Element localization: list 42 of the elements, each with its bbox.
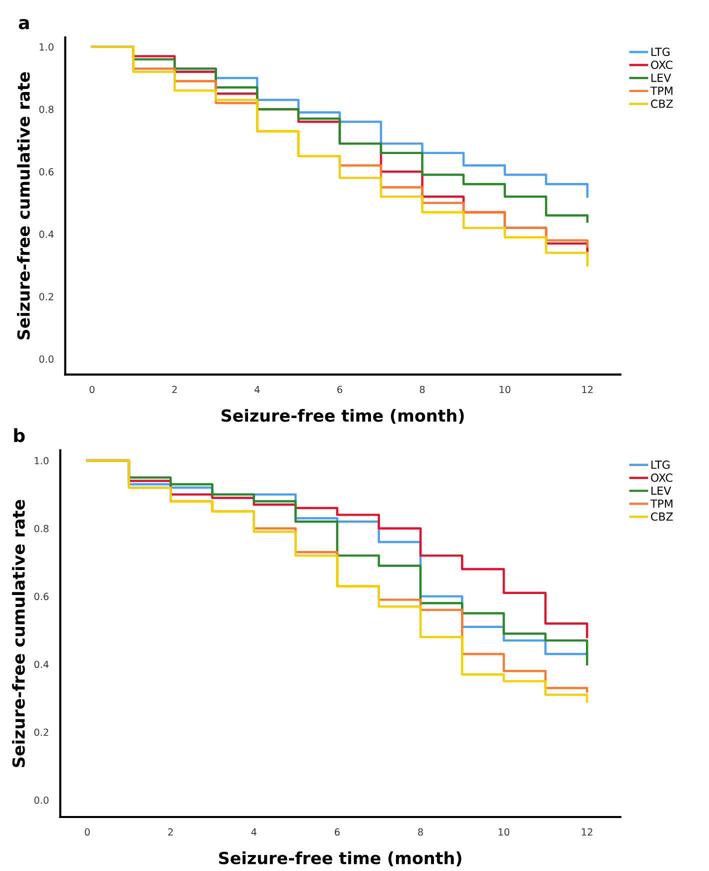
legend-label: LEV (651, 74, 672, 82)
y-tick-label: 0.6 (39, 168, 54, 176)
y-tick-label: 0.8 (34, 524, 48, 532)
legend-label: LEV (651, 486, 672, 495)
x-tick-label: 2 (172, 386, 177, 394)
x-tick-label: 0 (84, 828, 90, 836)
y-tick-label: 1.0 (34, 456, 49, 464)
y-tick-label: 0.2 (39, 292, 54, 300)
x-tick-label: 6 (337, 386, 342, 394)
y-axis-title: Seizure-free cumulative rate (16, 72, 30, 340)
legend-label: OXC (651, 473, 672, 482)
x-tick-label: 4 (254, 386, 260, 394)
x-tick-label: 12 (582, 828, 592, 836)
x-tick-label: 6 (334, 828, 340, 836)
y-tick-label: 0.2 (34, 728, 48, 736)
legend-label: OXC (651, 60, 672, 70)
chart-title: b (14, 428, 25, 442)
legend-label: LTG (651, 460, 670, 469)
y-tick-label: 0.0 (34, 796, 49, 804)
chart-title: a (18, 19, 29, 30)
y-tick-label: 1.0 (40, 43, 54, 51)
y-tick-label: 0.8 (39, 106, 54, 114)
x-tick-label: 8 (418, 828, 423, 836)
x-tick-label: 8 (420, 386, 425, 394)
x-axis-title: Seizure-free time (month) (222, 408, 464, 424)
y-tick-label: 0.4 (39, 230, 54, 238)
x-tick-label: 12 (582, 386, 593, 394)
legend-label: CBZ (651, 100, 673, 108)
y-tick-label: 0.4 (34, 660, 49, 668)
y-axis-title: Seizure-free cumulative rate (12, 500, 25, 768)
legend-label: TPM (650, 500, 672, 508)
x-tick-label: 10 (498, 828, 510, 836)
legend-label: TPM (650, 86, 672, 95)
y-tick-label: 0.0 (39, 355, 54, 363)
x-tick-label: 0 (90, 386, 95, 394)
x-tick-label: 4 (251, 828, 256, 836)
y-tick-label: 0.6 (34, 592, 49, 600)
x-tick-label: 10 (500, 386, 510, 394)
legend-label: CBZ (651, 512, 673, 521)
x-axis-title: Seizure-free time (month) (219, 851, 462, 866)
legend-label: LTG (651, 48, 670, 56)
x-tick-label: 2 (168, 828, 173, 836)
